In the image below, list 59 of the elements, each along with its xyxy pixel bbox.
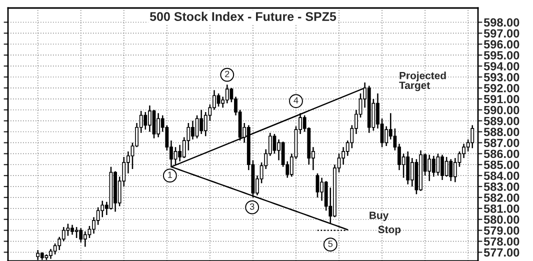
y-tick-label: 589.00: [484, 116, 520, 126]
y-tick-label: 594.00: [484, 62, 520, 70]
annotation: 5: [328, 240, 333, 247]
y-tick-label: 580.00: [484, 215, 520, 224]
y-tick-label: 587.00: [484, 138, 520, 148]
candlestick: [62, 226, 66, 242]
annotation: 3: [250, 203, 254, 210]
candlestick: [272, 133, 276, 154]
y-tick-label: 593.00: [484, 73, 520, 82]
candlestick: [144, 111, 148, 130]
y-tick-label: 588.00: [484, 128, 520, 136]
y-tick-label: 578.00: [484, 237, 520, 246]
candlestick: [79, 228, 83, 244]
annotation: 1: [168, 172, 172, 178]
candlestick: [195, 114, 199, 139]
candlestick: [449, 158, 453, 182]
candlestick: [83, 230, 87, 248]
y-tick-label: 598.00: [484, 18, 520, 27]
candlestick: [342, 146, 346, 166]
annotation: Projected Target: [399, 72, 446, 92]
candlestick: [148, 104, 152, 132]
y-tick-label: 581.00: [484, 204, 520, 213]
candlestick: [384, 126, 388, 147]
y-tick-label: 592.00: [484, 84, 520, 92]
candlestick: [66, 223, 70, 236]
candlestick: [428, 154, 432, 182]
y-tick-label: 583.00: [484, 182, 520, 191]
candlestick: [100, 200, 104, 218]
candlestick: [453, 157, 457, 183]
y-tick-label: 585.00: [484, 160, 520, 170]
y-tick-label: 586.00: [484, 150, 520, 158]
y-tick-label: 584.00: [484, 172, 520, 180]
candlestick: [74, 226, 78, 239]
candlestick: [200, 109, 204, 135]
annotation: 4: [294, 97, 298, 104]
y-tick-label: 579.00: [484, 226, 520, 235]
candlestick: [204, 111, 208, 137]
y-tick-label: 577.00: [484, 248, 520, 257]
y-tick-label: 595.00: [484, 51, 520, 60]
y-tick-label: 597.00: [484, 29, 520, 38]
candlestick: [470, 124, 474, 149]
candlestick: [432, 155, 436, 178]
candlestick: [178, 144, 182, 162]
candlestick: [316, 172, 320, 198]
annotation: Stop: [378, 226, 401, 236]
candlestick: [96, 206, 100, 226]
y-tick-label: 582.00: [484, 194, 520, 202]
annotation: 2: [225, 70, 230, 78]
y-tick-label: 591.00: [484, 94, 520, 104]
candlestick: [156, 112, 160, 138]
candlestick: [225, 84, 229, 104]
annotation: Buy: [370, 212, 389, 222]
candlestick: [444, 156, 448, 178]
y-tick-label: 590.00: [484, 106, 520, 114]
candlestick: [216, 92, 220, 108]
candlestick: [410, 157, 414, 188]
candlestick: [406, 150, 410, 185]
chart-title: 500 Stock Index - Future - SPZ5: [150, 12, 336, 21]
y-tick-label: 596.00: [484, 40, 520, 49]
